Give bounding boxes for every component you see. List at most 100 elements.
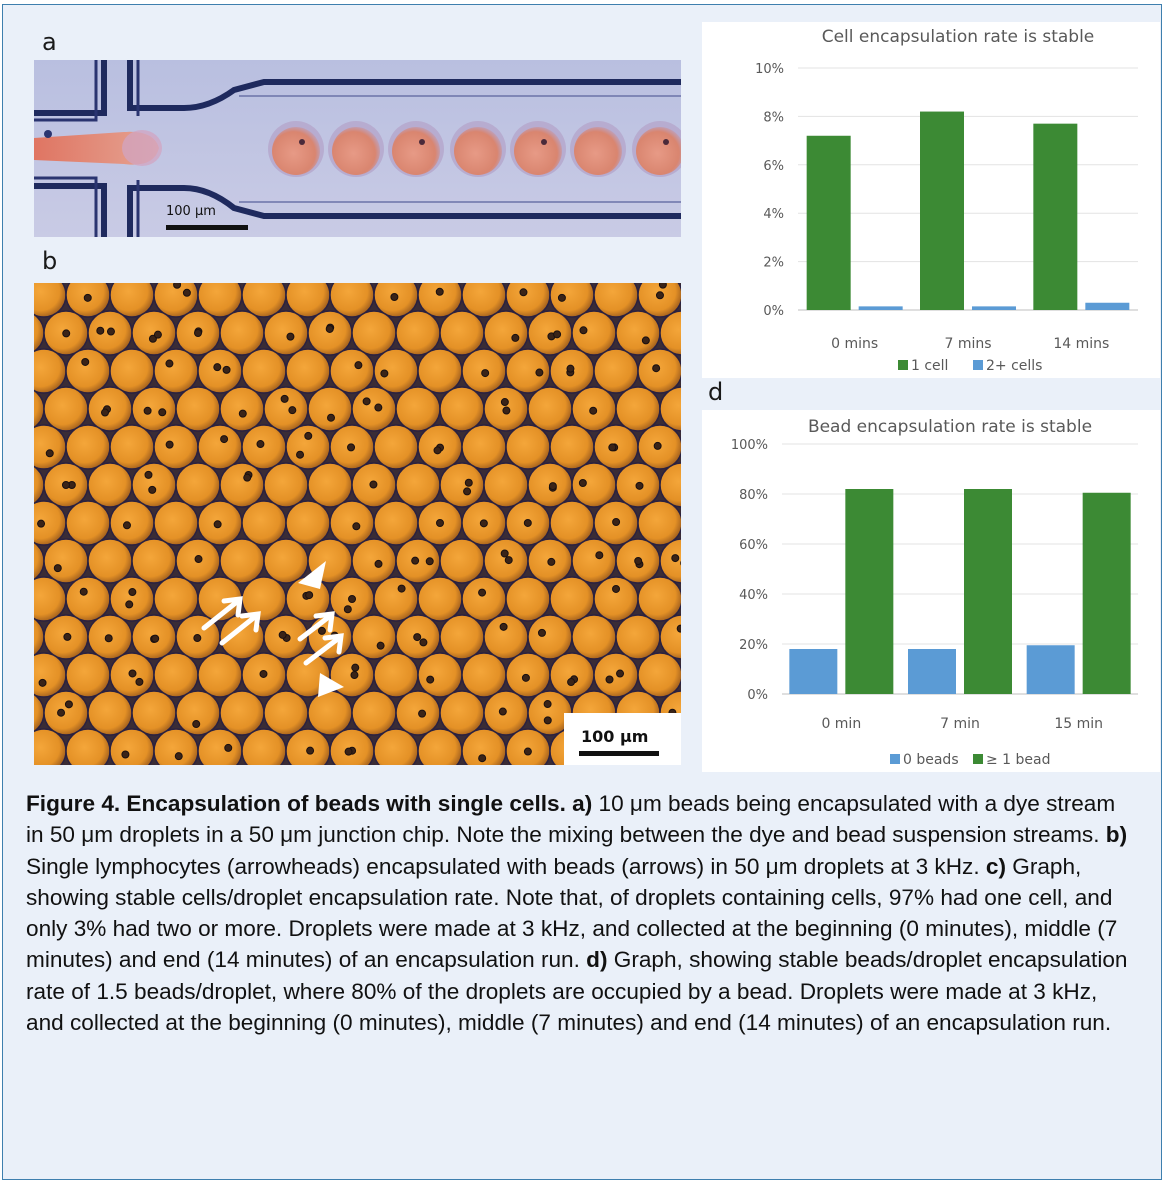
bead — [605, 675, 614, 684]
bead — [182, 288, 191, 297]
chart-d-bar — [1026, 645, 1075, 694]
droplet — [527, 614, 573, 660]
chart-d-ytick-label: 0% — [747, 688, 768, 703]
droplet — [395, 462, 441, 508]
droplet — [307, 690, 353, 736]
chart-d-bar — [964, 489, 1012, 694]
bead — [83, 293, 92, 302]
droplet — [307, 386, 353, 432]
droplet — [43, 386, 89, 432]
droplet — [153, 500, 199, 546]
droplet — [131, 690, 177, 736]
bead — [106, 327, 115, 336]
bead — [288, 406, 297, 415]
droplet — [131, 538, 177, 584]
bead — [81, 357, 90, 366]
bead — [380, 369, 389, 378]
droplet — [439, 462, 485, 508]
bead — [523, 518, 532, 527]
chart-c-legend-label: 1 cell — [911, 358, 948, 374]
bead — [174, 752, 183, 761]
droplet — [373, 424, 419, 470]
droplet — [505, 728, 551, 765]
chart-d-bar — [1082, 492, 1131, 694]
bead — [193, 634, 202, 643]
chart-d-plot: Bead encapsulation rate is stable 100% 80%… — [731, 417, 1138, 768]
bead — [663, 139, 669, 145]
caption-a-text: 10 μm beads being encapsulated with a dy… — [26, 791, 1116, 848]
chart-c-bar — [920, 111, 964, 310]
droplet-core — [636, 127, 681, 175]
droplet — [153, 348, 199, 394]
bead — [579, 326, 588, 335]
droplet — [637, 283, 681, 318]
droplet — [637, 652, 681, 698]
bead — [352, 522, 361, 531]
chart-d-ytick-label: 100% — [731, 438, 768, 453]
bead — [376, 641, 385, 650]
droplet — [329, 348, 375, 394]
bead — [658, 283, 667, 289]
droplet — [417, 728, 463, 765]
droplet — [65, 652, 111, 698]
droplet — [87, 690, 133, 736]
droplet — [439, 310, 485, 356]
droplet — [153, 424, 199, 470]
bead — [121, 750, 130, 759]
chart-d-ytick-label: 40% — [739, 588, 768, 603]
caption-c-label: c) — [985, 853, 1006, 879]
droplet — [351, 310, 397, 356]
droplet — [505, 424, 551, 470]
chart-d-title: Bead encapsulation rate is stable — [808, 417, 1092, 437]
droplet — [109, 424, 155, 470]
bead — [38, 678, 47, 687]
bead — [595, 551, 604, 560]
bead — [374, 559, 383, 568]
bead — [397, 584, 406, 593]
bead — [653, 441, 662, 450]
caption-b-text: Single lymphocytes (arrowheads) encapsul… — [26, 853, 986, 879]
bead — [411, 556, 420, 565]
chart-d-legend-swatch — [890, 754, 900, 764]
bead — [369, 480, 378, 489]
droplet — [417, 576, 463, 622]
bead — [57, 708, 66, 717]
droplet — [175, 690, 221, 736]
droplet-core — [514, 127, 562, 175]
droplet — [395, 690, 441, 736]
droplet — [571, 310, 617, 356]
chart-c-legend-swatch — [973, 360, 983, 370]
bead — [101, 408, 110, 417]
caption-b-label: b) — [1105, 822, 1128, 848]
droplet — [219, 386, 265, 432]
droplet — [351, 614, 397, 660]
chart-d-ytick-label: 60% — [739, 538, 768, 553]
droplet — [439, 690, 485, 736]
bead — [317, 626, 326, 635]
droplet — [571, 462, 617, 508]
bead — [79, 587, 88, 596]
bead — [578, 479, 587, 488]
bead — [418, 709, 427, 718]
bead — [567, 678, 576, 687]
bead — [435, 287, 444, 296]
bead — [96, 326, 105, 335]
bead — [148, 485, 157, 494]
droplet — [263, 538, 309, 584]
bead — [547, 557, 556, 566]
droplet — [197, 652, 243, 698]
droplet — [351, 690, 397, 736]
droplet — [505, 348, 551, 394]
chart-c-bar — [972, 306, 1016, 310]
chart-d-bar — [789, 649, 838, 694]
chart-d-legend-swatch — [973, 754, 983, 764]
chip-junction-illustration — [34, 60, 681, 237]
droplet — [439, 538, 485, 584]
chart-d-xtick-label: 7 min — [940, 716, 980, 732]
bead — [351, 663, 360, 672]
droplet — [109, 728, 155, 765]
bead — [566, 364, 575, 373]
chart-c-ytick-label: 6% — [763, 159, 784, 174]
bead — [243, 473, 252, 482]
droplet — [527, 386, 573, 432]
